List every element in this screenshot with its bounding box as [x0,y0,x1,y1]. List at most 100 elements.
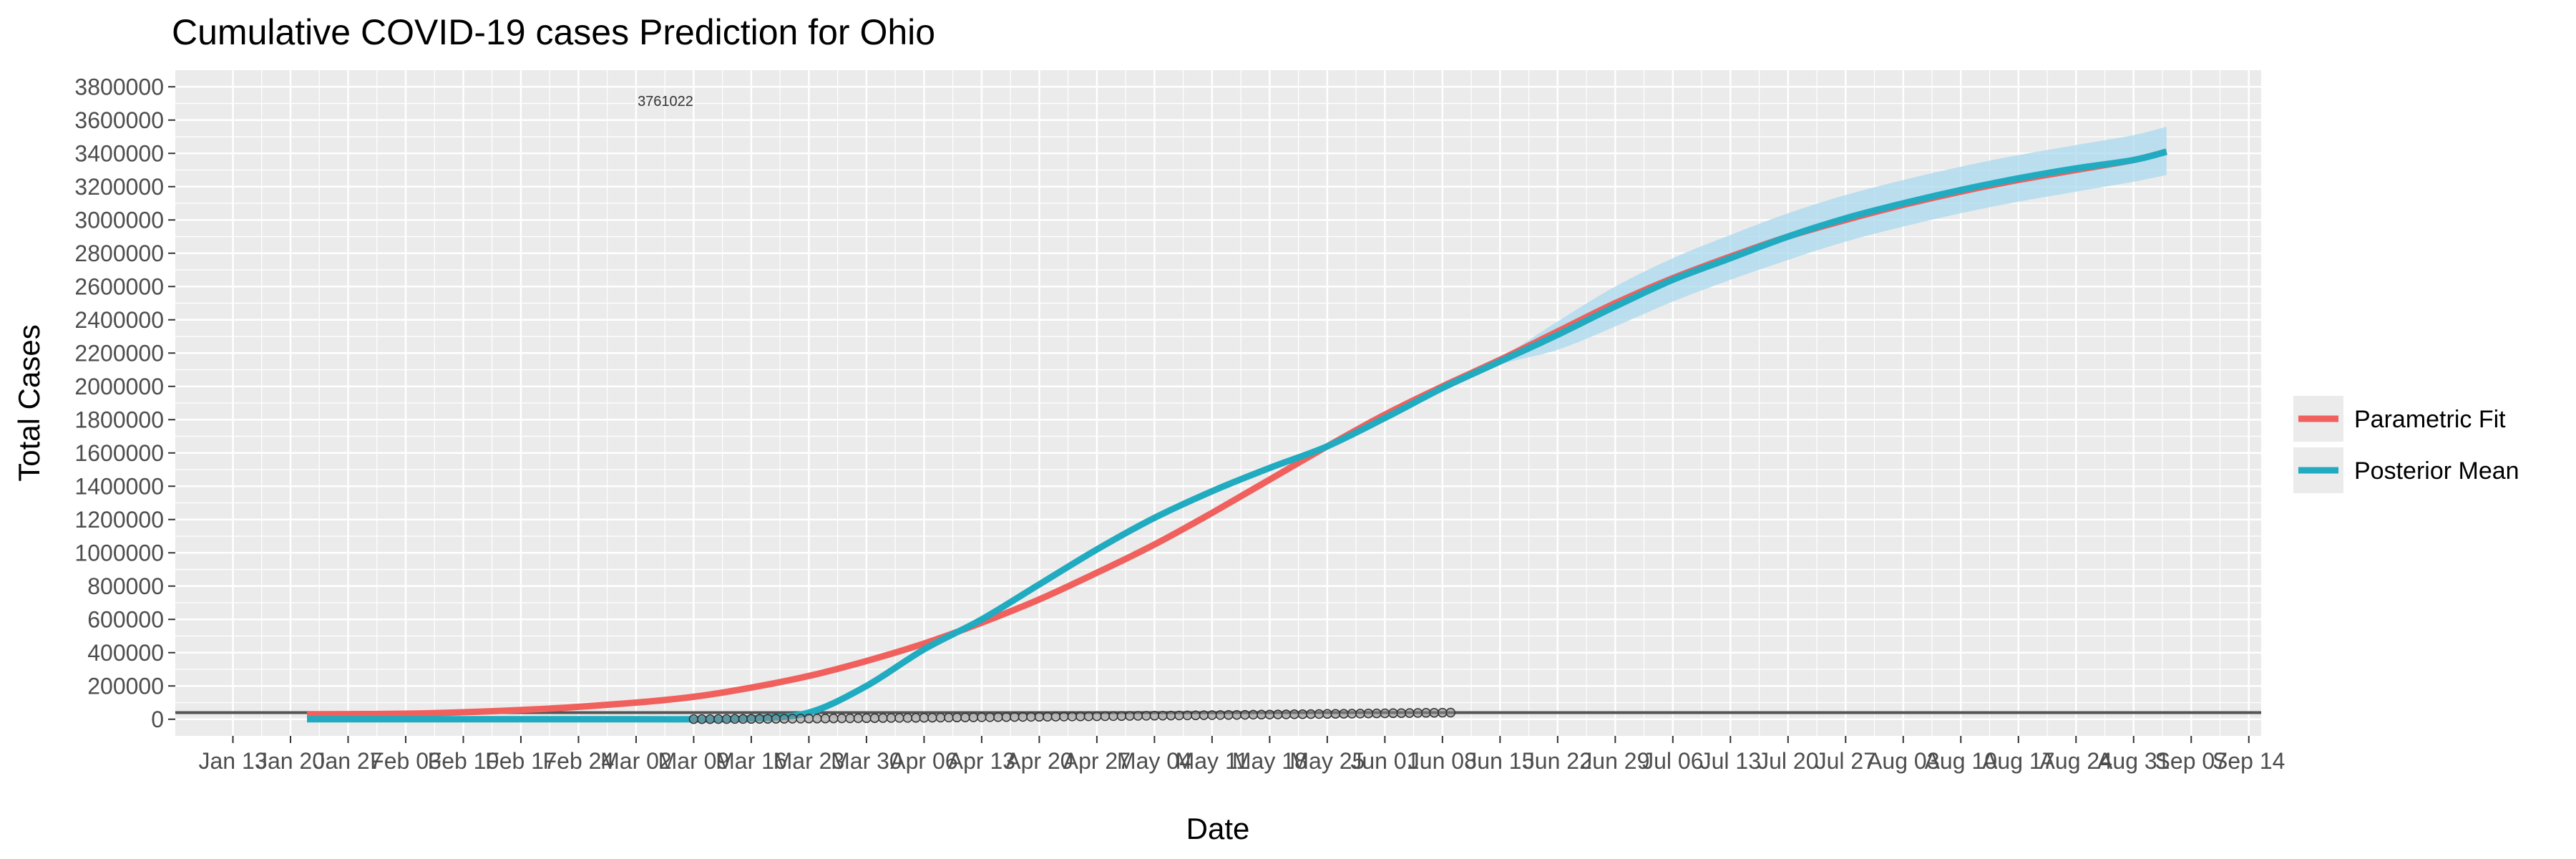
observed-point [1199,710,1209,720]
observed-point [1067,712,1078,722]
x-tick-label: Apr 06 [890,748,957,774]
observed-point [787,714,798,724]
observed-point [862,713,872,724]
observed-point [1158,710,1168,721]
observed-point [960,712,970,722]
x-tick-label: Mar 23 [774,748,845,774]
observed-point [1380,708,1390,719]
observed-point [927,712,937,723]
observed-point [993,712,1003,722]
x-tick-label: Feb 03 [370,748,441,774]
observed-point [1018,712,1028,722]
observed-point [771,714,781,724]
observed-point [1421,708,1431,718]
observed-point [1314,709,1324,719]
observed-point [1191,710,1201,721]
observed-point [1363,708,1374,719]
observed-point [1289,709,1299,719]
observed-point [1108,711,1118,722]
observed-point [1215,710,1226,720]
x-tick-label: Mar 02 [600,748,672,774]
observed-point [1330,709,1341,719]
observed-point [1413,708,1423,718]
legend-label: Posterior Mean [2354,457,2519,485]
grid [175,70,2261,736]
observed-point [1059,712,1069,722]
y-tick-label: 200000 [87,673,164,699]
observed-point [1100,711,1111,722]
observed-point [878,713,888,723]
y-tick-label: 3600000 [74,107,164,133]
observed-point [1264,709,1275,719]
x-tick-label: Mar 30 [831,748,902,774]
observed-point [1322,709,1332,719]
observed-point [1116,711,1127,722]
y-tick-label: 3200000 [74,174,164,200]
annotation-label: 3761022 [638,94,693,110]
observed-point [869,713,880,723]
y-tick-label: 1200000 [74,507,164,533]
observed-point [1257,709,1267,720]
observed-point [1182,710,1193,721]
observed-point [804,714,814,724]
y-axis-title: Total Cases [12,324,46,481]
observed-point [1092,711,1102,722]
observed-point [1372,708,1382,719]
x-tick-label: Aug 10 [1925,748,1997,774]
y-tick-label: 1400000 [74,473,164,499]
observed-point [1347,709,1357,719]
observed-point [1388,708,1398,719]
x-tick-label: Apr 27 [1063,748,1131,774]
y-tick-label: 0 [151,707,164,732]
observed-point [738,714,748,724]
x-tick-label: Aug 17 [1982,748,2054,774]
observed-point [1034,712,1045,722]
x-tick-label: Jul 27 [1815,748,1876,774]
x-tick-label: May 04 [1117,748,1192,774]
y-tick-label: 2200000 [74,340,164,366]
y-tick-label: 400000 [87,640,164,666]
y-tick-label: 2000000 [74,374,164,399]
observed-point [919,712,930,723]
y-tick-label: 3400000 [74,140,164,166]
x-tick-label: Jan 13 [198,748,267,774]
observed-point [886,713,897,723]
observed-point [1231,709,1242,720]
posterior-ci-band [307,127,2167,719]
y-tick-label: 600000 [87,606,164,632]
x-tick-label: Aug 03 [1867,748,1939,774]
x-tick-label: Feb 10 [428,748,499,774]
observed-point [796,714,806,724]
x-tick-label: Apr 13 [948,748,1015,774]
x-tick-label: Jan 27 [313,748,382,774]
chart-title: Cumulative COVID-19 cases Prediction for… [172,12,935,52]
x-tick-label: Sep 07 [2155,748,2228,774]
observed-point [902,713,913,723]
observed-point [820,713,831,724]
observed-point [1405,708,1415,718]
observed-point [944,712,954,723]
x-tick-label: Mar 09 [658,748,730,774]
x-tick-label: Jun 08 [1408,748,1477,774]
observed-point [1125,711,1135,721]
observed-point [1166,710,1176,721]
x-tick-label: Mar 16 [716,748,787,774]
observed-point [1207,710,1217,720]
observed-point [1438,707,1448,718]
observed-point [853,713,864,724]
x-tick-label: Feb 17 [485,748,557,774]
observed-point [730,714,740,724]
x-tick-label: Jun 15 [1465,748,1534,774]
y-tick-label: 2800000 [74,241,164,266]
observed-point [812,714,822,724]
observed-point [1248,709,1259,720]
observed-point [977,712,987,722]
observed-point [779,714,789,724]
y-tick-label: 800000 [87,573,164,599]
ci-band-area [307,127,2167,719]
x-axis-title: Date [1186,812,1250,845]
observed-point [935,712,946,723]
observed-point [1043,712,1053,722]
observed-point [705,714,716,724]
